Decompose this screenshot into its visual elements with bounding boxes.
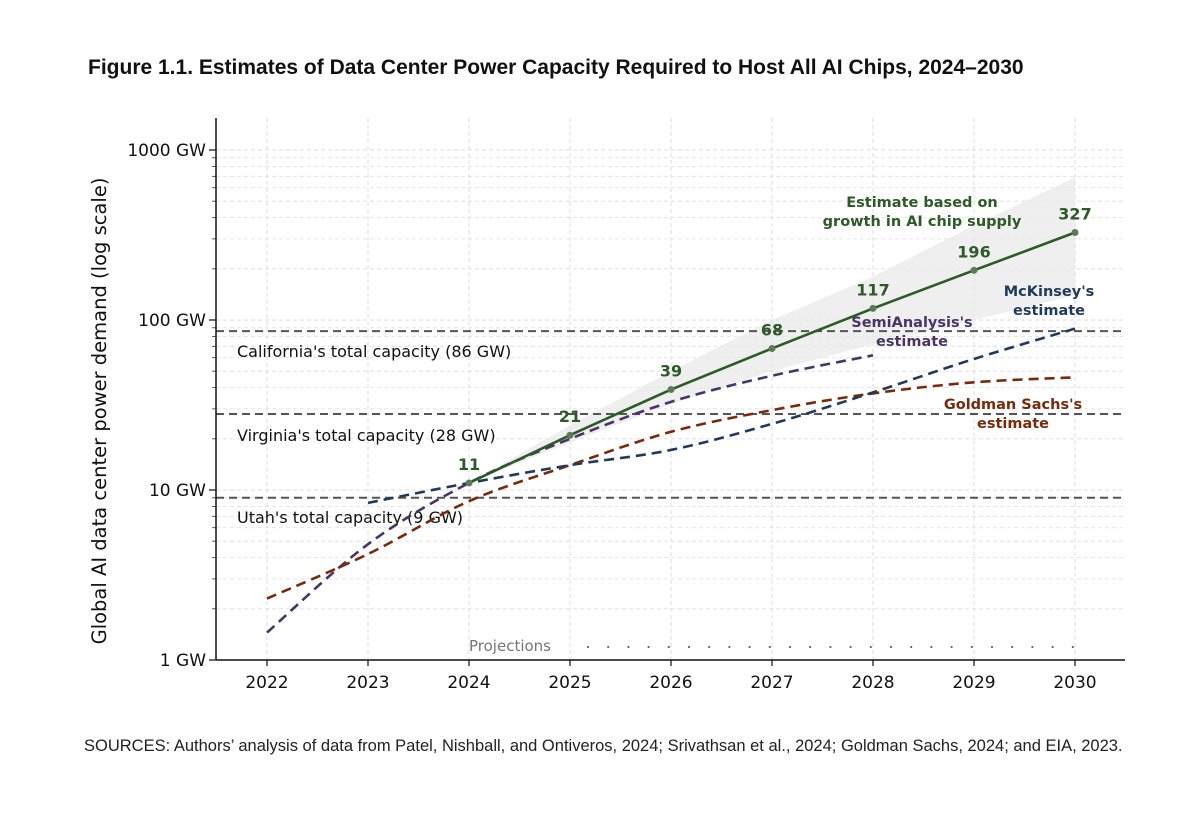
data-point: [1071, 229, 1079, 237]
projections-dot: [586, 645, 590, 649]
data-point: [869, 304, 877, 312]
series-annotation: SemiAnalysis's: [851, 315, 972, 331]
series-annotation: estimate: [876, 334, 948, 350]
x-tick-label: 2023: [346, 673, 389, 693]
projections-dot: [768, 645, 771, 649]
data-point: [768, 344, 776, 352]
projections-dot: [1031, 645, 1034, 649]
series-semianalysis: [266, 354, 874, 634]
projections-dot: [1051, 645, 1054, 649]
x-tick-label: 2022: [245, 673, 288, 693]
series-annotation: estimate: [977, 416, 1049, 432]
projections-dot: [667, 645, 670, 649]
projections-label: Projections: [469, 637, 551, 655]
x-tick-label: 2030: [1053, 673, 1096, 693]
y-tick-label: 10 GW: [149, 481, 206, 501]
projections-dot: [748, 645, 751, 649]
series-mckinsey: [367, 327, 1076, 505]
series-annotation: Goldman Sachs's: [944, 397, 1082, 413]
projections-dot: [728, 645, 731, 649]
series-annotation: growth in AI chip supply: [823, 214, 1022, 230]
y-axis-label: Global AI data center power demand (log …: [88, 178, 111, 645]
x-tick-label: 2025: [548, 673, 591, 693]
projections-dot: [990, 645, 994, 649]
projections-dot: [849, 645, 852, 649]
data-point: [566, 431, 574, 439]
x-tick-label: 2024: [447, 673, 490, 693]
projections-dot: [970, 645, 973, 649]
series-annotation: estimate: [1013, 303, 1085, 319]
data-label: 117: [856, 280, 889, 299]
data-label: 11: [458, 455, 480, 474]
series-annotation: Estimate based on: [846, 195, 998, 211]
x-tick-label: 2029: [952, 673, 995, 693]
x-tick-label: 2027: [750, 673, 793, 693]
projections-dot: [607, 645, 610, 649]
data-label: 39: [660, 362, 682, 381]
reference-line-label: Utah's total capacity (9 GW): [237, 508, 463, 527]
projections-dot: [788, 645, 792, 649]
data-point: [465, 479, 473, 487]
source-note: SOURCES: Authors’ analysis of data from …: [84, 737, 1123, 755]
projections-dot: [627, 645, 630, 649]
chart-title: Figure 1.1. Estimates of Data Center Pow…: [88, 56, 1024, 79]
y-tick-label: 100 GW: [138, 311, 206, 331]
data-label: 196: [957, 242, 990, 261]
projections-dot: [708, 645, 711, 649]
y-tick-label: 1000 GW: [127, 141, 206, 161]
projections-dot: [809, 645, 812, 649]
data-label: 68: [761, 320, 783, 339]
projections-dot: [930, 645, 933, 649]
data-label: 327: [1058, 205, 1091, 224]
series-annotation: McKinsey's: [1004, 284, 1095, 300]
series-goldman-sachs: [266, 376, 1076, 600]
projections-dot: [950, 645, 953, 649]
projections-dot: [647, 645, 650, 649]
projections-dot: [1071, 645, 1074, 649]
projections-dot: [869, 645, 872, 649]
reference-line-label: Virginia's total capacity (28 GW): [237, 426, 496, 445]
y-tick-label: 1 GW: [160, 651, 206, 671]
projections-dot: [1011, 645, 1014, 649]
projections-dot: [829, 645, 832, 649]
reference-line-label: California's total capacity (86 GW): [237, 342, 511, 361]
projections-dot: [889, 645, 893, 649]
x-tick-label: 2028: [851, 673, 894, 693]
data-point: [667, 386, 675, 394]
projections-dot: [687, 645, 691, 649]
data-label: 21: [559, 407, 581, 426]
x-tick-label: 2026: [649, 673, 692, 693]
data-point: [970, 266, 978, 274]
projections-dot: [910, 645, 913, 649]
confidence-band: [469, 177, 1075, 483]
